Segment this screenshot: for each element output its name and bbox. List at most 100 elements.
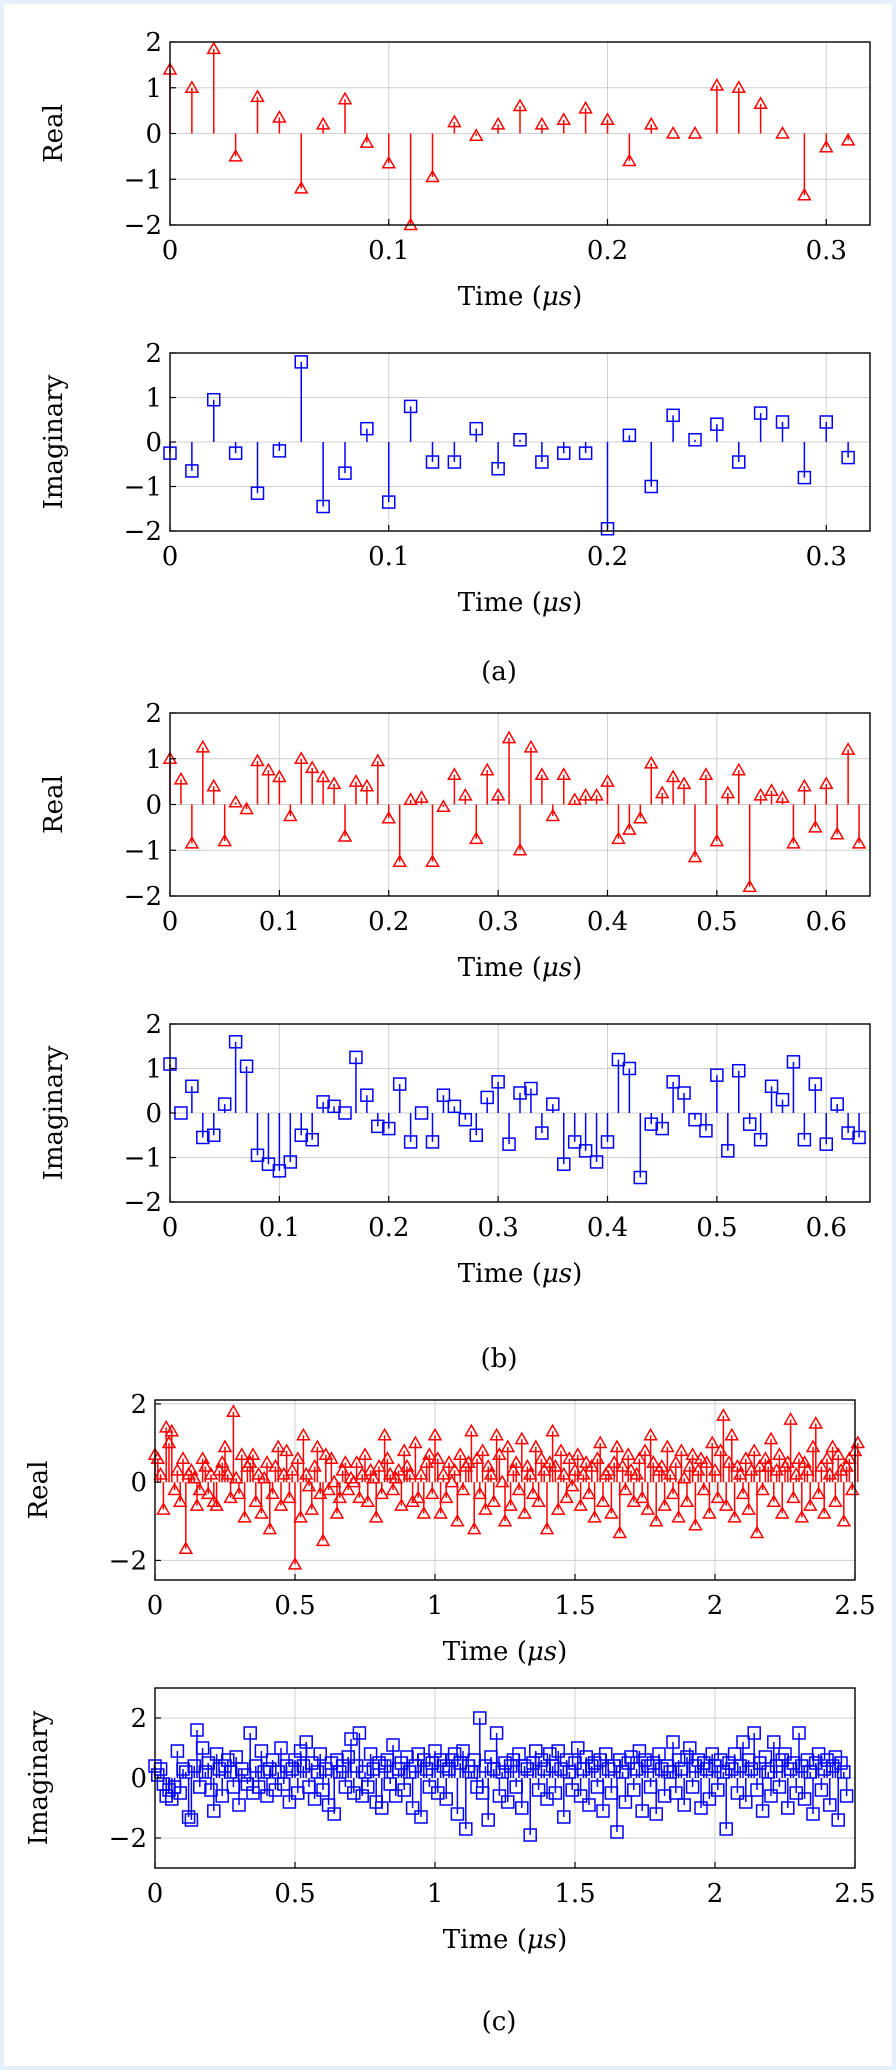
chart-5-square-marker xyxy=(307,1792,322,1806)
chart-4-triangle-marker xyxy=(298,1466,314,1480)
chart-4-triangle-marker xyxy=(570,1447,586,1461)
chart-5-square-marker xyxy=(823,1798,837,1812)
chart-4-triangle-marker xyxy=(273,1498,289,1511)
chart-4-triangle-marker xyxy=(522,1466,538,1480)
chart-2-triangle-marker xyxy=(348,774,364,787)
chart-5-square-marker xyxy=(739,1795,753,1809)
chart-3-square-marker xyxy=(797,1132,812,1147)
chart-3-square-marker xyxy=(808,1077,823,1091)
chart-5-square-marker xyxy=(489,1726,504,1740)
chart-2-triangle-marker xyxy=(545,808,561,822)
chart-5-square-marker xyxy=(730,1786,745,1800)
chart-4-triangle-marker xyxy=(825,1439,840,1453)
chart-2-triangle-marker xyxy=(425,854,440,867)
chart-5-square-marker xyxy=(274,1741,288,1755)
chart-0-triangle-marker xyxy=(534,116,550,130)
chart-1-square-marker xyxy=(250,486,265,500)
chart-4-triangle-marker xyxy=(657,1498,672,1511)
chart-5-square-marker xyxy=(702,1792,717,1806)
chart-5-square-marker xyxy=(806,1807,820,1821)
chart-2-triangle-marker xyxy=(239,801,254,815)
chart-3-square-marker xyxy=(239,1059,254,1074)
chart-2-triangle-marker xyxy=(534,767,550,781)
chart-0-triangle-marker xyxy=(184,80,200,93)
chart-2-triangle-marker xyxy=(195,739,211,753)
chart-5-square-marker xyxy=(195,1741,210,1755)
chart-0-triangle-marker xyxy=(337,91,353,105)
chart-2-triangle-marker xyxy=(512,842,528,856)
chart-2-triangle-marker xyxy=(665,769,681,783)
chart-1-x-axis-label: Time (μs) xyxy=(458,588,583,618)
chart-5-square-marker xyxy=(193,1780,207,1794)
chart-3-square-marker xyxy=(852,1130,866,1145)
chart-2-x-axis-label: Time (μs) xyxy=(458,953,583,983)
chart-5-square-marker xyxy=(571,1741,585,1755)
chart-5-square-marker xyxy=(176,1762,190,1776)
chart-4-triangle-marker xyxy=(758,1451,773,1464)
chart-4-triangle-marker xyxy=(486,1494,502,1507)
chart-4-triangle-marker xyxy=(772,1447,787,1461)
chart-0-triangle-marker xyxy=(381,155,397,169)
chart-4-triangle-marker xyxy=(660,1439,675,1453)
chart-5-square-marker xyxy=(473,1711,487,1725)
chart-4-triangle-marker xyxy=(685,1447,700,1461)
chart-3-square-marker xyxy=(677,1086,691,1100)
chart-4-triangle-marker xyxy=(688,1517,703,1531)
chart-3-square-marker xyxy=(294,1128,308,1142)
chart-3-square-marker xyxy=(425,1135,440,1149)
caption-b: (b) xyxy=(481,1344,518,1374)
chart-4-triangle-marker xyxy=(209,1498,224,1511)
chart-4-triangle-marker xyxy=(237,1509,252,1523)
chart-4-triangle-marker xyxy=(514,1431,530,1445)
chart-0-triangle-marker xyxy=(512,98,528,112)
chart-4-triangle-marker xyxy=(643,1427,658,1441)
chart-4-triangle-marker xyxy=(424,1486,440,1500)
chart-5-square-marker xyxy=(215,1789,229,1803)
chart-4-triangle-marker xyxy=(245,1447,261,1461)
chart-4-triangle-marker xyxy=(170,1462,185,1476)
chart-1-square-marker xyxy=(622,428,637,443)
chart-2-x-tick-label: 0 xyxy=(162,907,179,937)
chart-4-triangle-marker xyxy=(816,1505,832,1519)
chart-4-triangle-marker xyxy=(553,1443,569,1457)
chart-3-square-marker xyxy=(360,1088,374,1102)
chart-3-square-marker xyxy=(546,1097,560,1111)
chart-3-y-tick-label: −2 xyxy=(124,1188,162,1218)
panel-a-real: 0 0.1 0.2 0.3 −2 −1 0 1 2 Time (μs) Real xyxy=(39,28,871,312)
chart-1-square-marker xyxy=(360,421,374,436)
chart-4-triangle-marker xyxy=(153,1466,168,1480)
chart-5-square-marker xyxy=(327,1807,341,1821)
chart-5-square-marker xyxy=(557,1810,571,1824)
chart-0-triangle-marker xyxy=(250,89,265,103)
chart-4-triangle-marker xyxy=(377,1427,392,1441)
chart-1-square-marker xyxy=(644,479,658,494)
chart-1-x-tick-label: 0 xyxy=(162,542,179,572)
chart-0-y-axis-label: Real xyxy=(39,104,69,163)
chart-4-triangle-marker xyxy=(632,1451,647,1464)
chart-4-triangle-marker xyxy=(279,1443,294,1457)
chart-2-triangle-marker xyxy=(720,785,736,799)
chart-4-triangle-marker xyxy=(800,1462,815,1476)
chart-1-square-marker xyxy=(491,461,505,476)
chart-4-triangle-marker xyxy=(452,1447,468,1461)
chart-5-x-tick-label: 1 xyxy=(427,1879,444,1909)
chart-2-triangle-marker xyxy=(250,753,265,767)
chart-0-triangle-marker xyxy=(731,80,747,93)
chart-5-square-marker xyxy=(282,1795,297,1809)
chart-4-y-tick-label: 2 xyxy=(130,1390,147,1420)
chart-2-triangle-marker xyxy=(304,760,320,774)
chart-5-square-marker xyxy=(439,1792,453,1806)
chart-5-square-marker xyxy=(747,1726,761,1740)
chart-4-triangle-marker xyxy=(646,1455,661,1468)
chart-4-triangle-marker xyxy=(413,1466,429,1480)
chart-4-triangle-marker xyxy=(175,1451,191,1464)
chart-2-triangle-marker xyxy=(293,751,309,764)
chart-4-triangle-marker xyxy=(528,1439,544,1453)
chart-1-square-marker xyxy=(469,421,483,436)
chart-4-triangle-marker xyxy=(228,1470,244,1484)
chart-4-triangle-marker xyxy=(612,1525,628,1539)
chart-4-triangle-marker xyxy=(738,1451,754,1464)
chart-2-triangle-marker xyxy=(184,835,200,849)
chart-0-y-tick-label: 0 xyxy=(145,120,162,150)
chart-2-triangle-marker xyxy=(501,730,517,744)
